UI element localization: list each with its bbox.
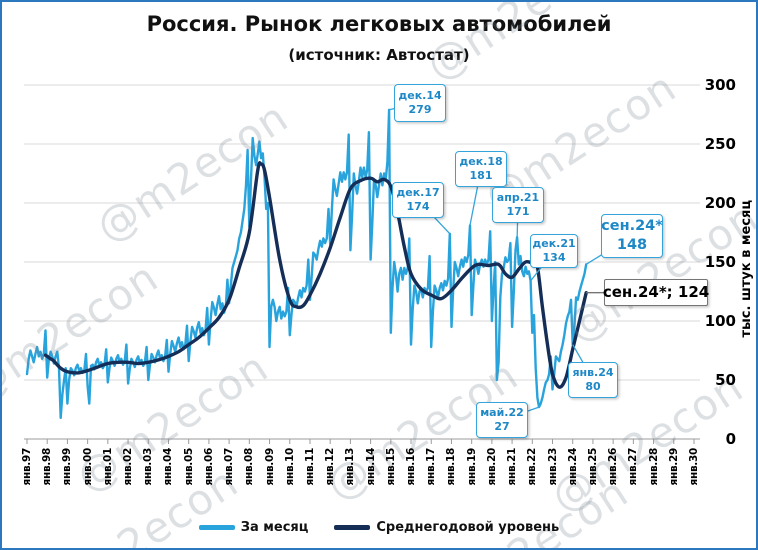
y-tick-label: 50 [715,371,736,389]
x-tick-label: янв.17 [425,448,438,486]
y-tick-label: 200 [704,194,736,212]
y-tick-label: 100 [704,312,736,330]
callout-май.22: май.22 27 [476,402,528,438]
callout-апр.21: апр.21 171 [492,187,544,223]
x-tick-label: янв.30 [688,448,700,486]
callout-сен.24*; 124: сен.24*; 124 [602,279,710,306]
callout-text: 181 [469,169,493,182]
x-tick-label: янв.06 [202,448,215,486]
callout-text: 27 [494,420,510,433]
callout-text: дек.14 [398,88,442,102]
x-tick-label: янв.03 [142,448,155,486]
x-tick-label: янв.05 [182,448,195,486]
x-tick-label: янв.98 [41,448,54,486]
callout-сен.24*: сен.24* 148 [601,214,663,258]
callout-text: 80 [585,380,601,393]
y-tick-label: 150 [704,253,736,271]
callout-text: сен.24* [601,218,663,235]
x-tick-label: янв.27 [627,448,640,486]
x-tick-label: янв.99 [61,448,74,486]
x-tick-label: янв.29 [667,448,680,486]
callout-text: 148 [616,237,648,253]
legend-item: За месяц [198,520,309,535]
callout-text: дек.17 [396,185,440,199]
y-axis-title: тыс. штук в месяц [739,200,754,338]
x-tick-label: янв.28 [647,448,660,486]
legend-label: Среднегодовой уровень [376,520,560,535]
y-tick-label: 0 [725,430,736,448]
x-tick-label: янв.04 [162,448,175,486]
callout-text: апр.21 [496,190,540,204]
x-tick-label: янв.21 [506,448,519,486]
annual-average-line [43,161,588,389]
callout-дек.18: дек.18 181 [455,151,507,187]
x-tick-label: янв.02 [122,448,135,486]
x-tick-label: янв.25 [586,448,599,486]
x-tick-label: янв.97 [21,448,33,486]
x-tick-label: янв.13 [344,448,357,486]
callout-text: дек.21 [532,236,576,250]
x-tick-label: янв.12 [324,448,337,486]
chart-subtitle: (источник: Автостат) [288,46,470,64]
y-tick-label: 250 [704,135,736,153]
x-tick-label: янв.00 [81,448,94,486]
callout-text: 134 [542,251,566,264]
x-tick-label: янв.15 [384,448,397,486]
x-tick-label: янв.08 [243,448,256,486]
legend-label: За месяц [240,520,309,535]
x-tick-label: янв.09 [263,448,276,486]
x-tick-label: янв.10 [283,448,296,486]
callout-дек.14: дек.14 279 [394,84,446,122]
callout-text: янв.24 [572,365,614,379]
legend-line-sample [198,525,235,530]
x-tick-label: янв.18 [445,448,458,486]
x-tick-label: янв.24 [566,448,579,486]
x-tick-label: янв.26 [607,448,620,486]
callout-text: сен.24*; 124 [602,282,710,301]
legend-item: Среднегодовой уровень [334,520,559,535]
x-tick-label: янв.07 [223,448,236,486]
callout-text: дек.18 [459,154,503,168]
legend-line-sample [334,525,371,530]
callout-янв.24: янв.24 80 [568,362,618,398]
callout-text: 171 [506,205,530,218]
chart-title: Россия. Рынок легковых автомобилей [146,12,612,36]
x-tick-label: янв.14 [364,448,377,486]
callout-text: 279 [408,103,432,116]
y-tick-label: 300 [704,76,736,94]
callout-text: 174 [406,200,430,213]
x-tick-label: янв.23 [546,448,559,486]
x-tick-label: янв.01 [101,448,114,486]
callout-дек.17: дек.17 174 [392,182,444,218]
x-tick-label: янв.19 [465,448,478,486]
callout-text: май.22 [480,405,524,419]
x-tick-label: янв.20 [485,448,498,486]
x-tick-label: янв.11 [303,448,316,486]
legend: За месяц Среднегодовой уровень [2,520,756,535]
callout-дек.21: дек.21 134 [530,234,578,268]
x-tick-label: янв.16 [405,448,418,486]
x-tick-label: янв.22 [526,448,539,486]
